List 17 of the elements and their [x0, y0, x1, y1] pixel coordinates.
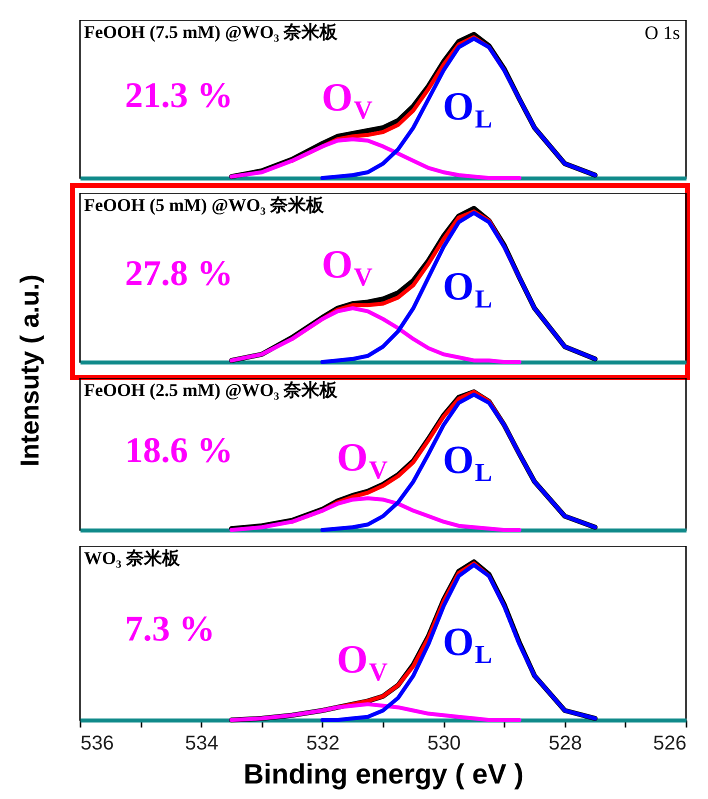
chart-title: FeOOH (5 mM) @WO₃ 奈米板 [84, 195, 326, 215]
annotation: 21.3 % [125, 74, 233, 115]
x-tick-label: 536 [80, 732, 114, 754]
annotation: O 1s [644, 23, 680, 44]
annotation: 18.6 % [125, 430, 233, 470]
chart-title: FeOOH (2.5 mM) @WO₃ 奈米板 [84, 380, 339, 400]
chart-title: WO₃ 奈米板 [84, 548, 181, 568]
x-tick-label: 530 [427, 732, 461, 754]
annotation: 7.3 % [125, 608, 215, 649]
x-tick-label: 526 [653, 732, 686, 754]
x-tick-label: 534 [185, 732, 218, 754]
x-tick-label: 528 [548, 732, 582, 754]
x-tick-label: 532 [306, 732, 340, 754]
y-axis-title: Intensuty ( a.u.) [14, 273, 46, 469]
annotation: 27.8 % [125, 253, 233, 294]
x-axis-title: Binding energy ( eV ) [243, 758, 524, 790]
chart-title: FeOOH (7.5 mM) @WO₃ 奈米板 [84, 22, 339, 42]
